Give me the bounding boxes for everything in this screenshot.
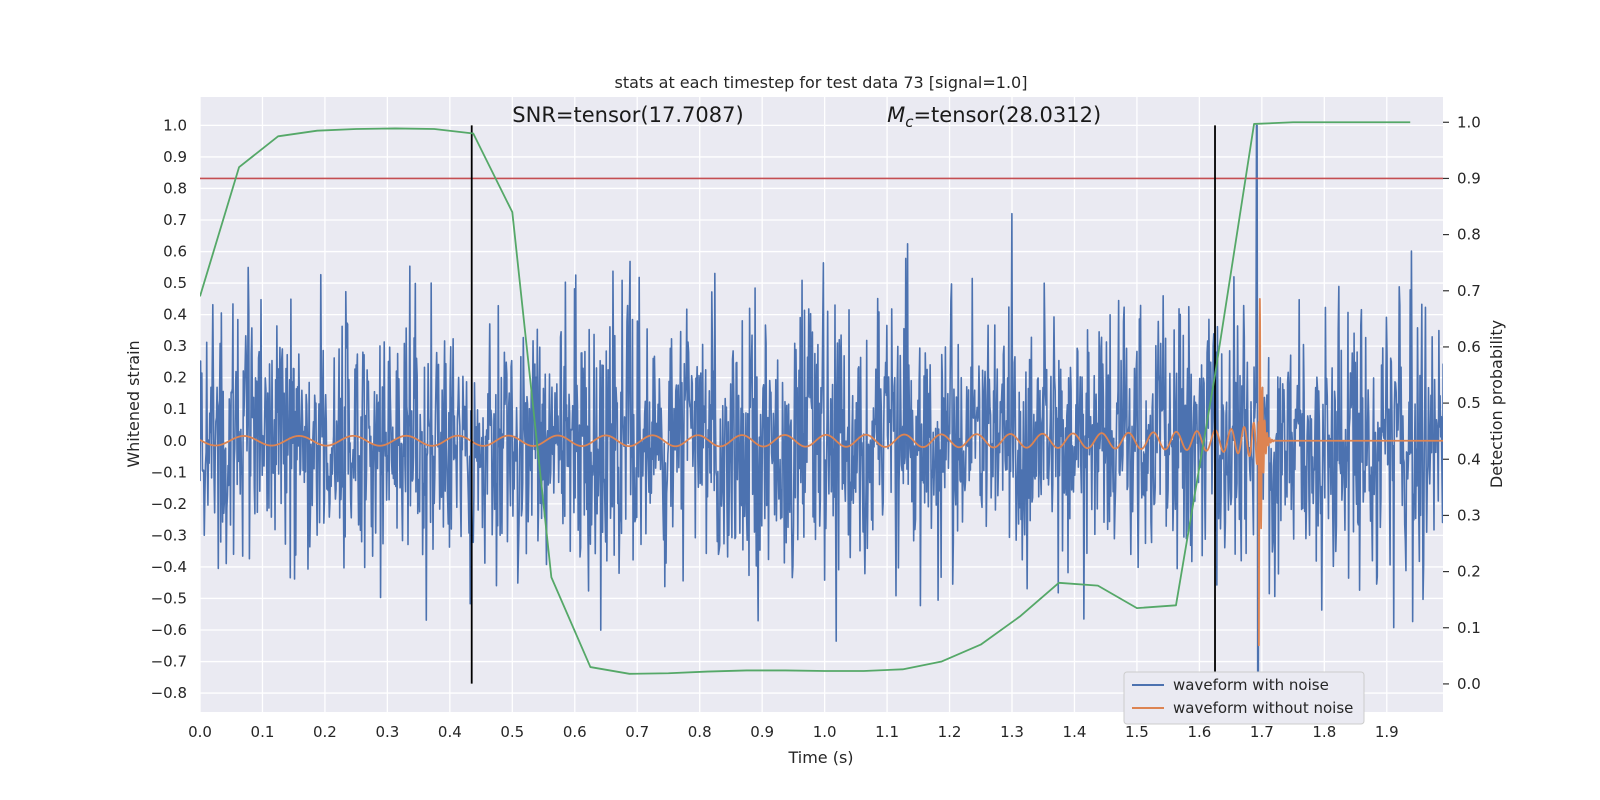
y-tick-label: 0.5: [163, 274, 187, 292]
y2-tick-label: 0.2: [1457, 563, 1481, 581]
legend: waveform with noise waveform without noi…: [1123, 671, 1365, 725]
y-tick-label: 1.0: [163, 116, 187, 134]
y2-tick-label: 0.7: [1457, 282, 1481, 300]
x-tick-label: 0.3: [375, 723, 399, 741]
x-tick-label: 1.3: [1000, 723, 1024, 741]
x-tick-label: 0.4: [438, 723, 462, 741]
x-tick-label: 0.2: [313, 723, 337, 741]
series-waveform-with-noise: [200, 124, 1443, 685]
y2-tick-label: 0.5: [1457, 394, 1481, 412]
legend-label-clean: waveform without noise: [1173, 699, 1353, 717]
x-tick-label: 0.7: [625, 723, 649, 741]
x-tick-label: 1.2: [938, 723, 962, 741]
y-tick-label: 0.1: [163, 400, 187, 418]
y2-tick-label: 0.1: [1457, 619, 1481, 637]
chart-title: stats at each timestep for test data 73 …: [615, 73, 1028, 92]
y-tick-label: 0.4: [163, 306, 187, 324]
legend-label-noise: waveform with noise: [1173, 676, 1329, 694]
y-tick-label: −0.6: [151, 621, 187, 639]
x-tick-label: 0.9: [750, 723, 774, 741]
y-axis-label: Whitened strain: [124, 340, 143, 467]
y-tick-label: 0.0: [163, 432, 187, 450]
y-tick-label: 0.3: [163, 337, 187, 355]
y-tick-label: −0.5: [151, 589, 187, 607]
x-tick-label: 0.6: [563, 723, 587, 741]
legend-box: [1123, 671, 1365, 725]
y2-tick-label: 0.0: [1457, 675, 1481, 693]
x-tick-label: 0.8: [688, 723, 712, 741]
x-tick-label: 1.0: [813, 723, 837, 741]
y2-tick-label: 0.3: [1457, 506, 1481, 524]
y-tick-label: 0.9: [163, 148, 187, 166]
y-tick-label: 0.2: [163, 369, 187, 387]
y-tick-label: 0.8: [163, 179, 187, 197]
x-tick-label: 1.9: [1375, 723, 1399, 741]
x-tick-label: 0.5: [500, 723, 524, 741]
y2-tick-label: 0.9: [1457, 169, 1481, 187]
y-tick-label: 0.6: [163, 243, 187, 261]
x-tick-label: 1.7: [1250, 723, 1274, 741]
x-tick-label: 1.8: [1312, 723, 1336, 741]
annotation-snr: SNR=tensor(17.7087): [512, 103, 743, 127]
y2-tick-label: 1.0: [1457, 113, 1481, 131]
series-waveform-without-noise: [200, 298, 1443, 647]
x-tick-label: 0.1: [251, 723, 275, 741]
y-tick-label: −0.1: [151, 463, 187, 481]
y-tick-label: −0.4: [151, 558, 187, 576]
y-tick-label: −0.2: [151, 495, 187, 513]
x-tick-label: 0.0: [188, 723, 212, 741]
y-tick-label: 0.7: [163, 211, 187, 229]
y2-axis-label: Detection probability: [1487, 320, 1506, 488]
y-tick-label: −0.3: [151, 526, 187, 544]
series-detection-probability: [200, 121, 1411, 675]
y-axis-right: 0.0 0.1 0.2 0.3 0.4 0.5 0.6 0.7 0.8 0.9 1.0: [1443, 113, 1481, 693]
x-tick-label: 1.1: [875, 723, 899, 741]
x-tick-label: 1.6: [1187, 723, 1211, 741]
y2-tick-label: 0.6: [1457, 338, 1481, 356]
x-axis-label: Time (s): [787, 748, 853, 767]
x-tick-label: 1.4: [1063, 723, 1087, 741]
y2-tick-label: 0.8: [1457, 226, 1481, 244]
y2-tick-label: 0.4: [1457, 450, 1481, 468]
y-axis-left: −0.8 −0.7 −0.6 −0.5 −0.4 −0.3 −0.2 −0.1 0.0 0.1 0.…: [151, 116, 187, 702]
y-tick-label: −0.7: [151, 653, 187, 671]
y-tick-label: −0.8: [151, 684, 187, 702]
annotation-chirp-mass: Mc=tensor(28.0312): [887, 103, 1101, 131]
x-tick-label: 1.5: [1125, 723, 1149, 741]
x-axis: 0.0 0.1 0.2 0.3 0.4 0.5 0.6 0.7 0.8 0.9 1.0 1.1 1.2 1…: [188, 723, 1399, 741]
